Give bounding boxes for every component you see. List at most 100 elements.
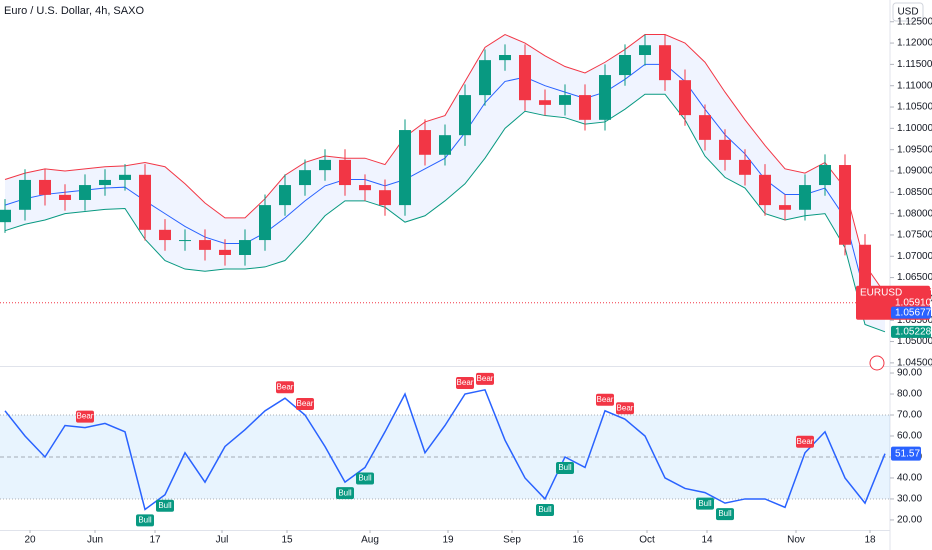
candle-body	[779, 205, 791, 210]
candle-body	[399, 130, 411, 206]
y-tick-label: 1.07500	[897, 230, 932, 241]
alert-icon[interactable]	[869, 355, 885, 371]
candle-body	[379, 190, 391, 206]
currency-label[interactable]: USD	[897, 7, 918, 18]
candle-body	[39, 179, 51, 195]
x-tick-label: 15	[281, 535, 293, 546]
candle-body	[139, 174, 151, 230]
currency-button[interactable]	[892, 2, 924, 22]
candle-body	[459, 95, 471, 136]
x-tick-label: Jul	[216, 535, 229, 546]
candle-body	[299, 170, 311, 186]
signal-label: Bull	[698, 499, 712, 508]
signal-label: Bear	[457, 378, 474, 387]
x-tick-label: Aug	[361, 535, 379, 546]
signal-label: Bull	[358, 474, 372, 483]
y-tick-label: 1.05000	[897, 336, 932, 347]
candle-body	[159, 229, 171, 241]
candle-body	[279, 185, 291, 206]
x-tick-label: Nov	[787, 535, 805, 546]
y-tick-label: 1.11000	[897, 80, 932, 91]
signal-label: Bull	[718, 509, 732, 518]
signal-box	[156, 499, 174, 512]
candle-body	[199, 240, 211, 250]
candle-body	[99, 179, 111, 186]
y-tick-label: 1.06500	[897, 272, 932, 283]
signal-label: Bull	[558, 463, 572, 472]
signal-box	[296, 398, 314, 411]
x-tick-label: 14	[701, 535, 713, 546]
signal-box	[616, 402, 634, 415]
candle-body	[79, 185, 91, 200]
candle-body	[259, 205, 271, 241]
y-tick-label: 20.00	[897, 515, 922, 526]
basis-label-box	[891, 306, 931, 319]
y-tick-label: 1.11500	[897, 59, 932, 70]
y-tick-label: 1.12000	[897, 38, 932, 49]
y-tick-label: 90.00	[897, 368, 922, 379]
y-tick-label: 60.00	[897, 431, 922, 442]
x-tick-label: 17	[149, 535, 161, 546]
candle-body	[539, 100, 551, 105]
candle-body	[839, 165, 851, 245]
chart-title: Euro / U.S. Dollar, 4h, SAXO	[4, 5, 144, 17]
candle-body	[0, 209, 11, 223]
candle-body	[699, 115, 711, 140]
x-tick-label: 18	[864, 535, 876, 546]
y-tick-label: 1.12500	[897, 16, 932, 27]
y-tick-label: 1.05500	[897, 315, 932, 326]
symbol-label: EURUSD	[860, 287, 902, 298]
y-tick-label: 1.09000	[897, 166, 932, 177]
signal-box	[76, 410, 94, 423]
candle-body	[559, 95, 571, 105]
signal-box	[716, 508, 734, 521]
y-tick-label: 1.10000	[897, 123, 932, 134]
y-tick-label: 1.04500	[897, 358, 932, 369]
lower-band-label-box	[891, 325, 931, 338]
signal-label: Bull	[158, 501, 172, 510]
signal-label: Bear	[477, 374, 494, 383]
candle-body	[419, 130, 431, 155]
rsi-value-label: 51.57	[895, 448, 920, 459]
signal-box	[456, 377, 474, 390]
signal-box	[276, 381, 294, 394]
lower-band-label: 1.05228	[895, 326, 932, 337]
candle-body	[519, 55, 531, 101]
candle-body	[759, 174, 771, 206]
x-tick-label: Jun	[87, 535, 103, 546]
x-tick-label: 19	[442, 535, 454, 546]
candle-body	[319, 159, 331, 171]
rsi-value-box	[891, 446, 921, 461]
signal-box	[356, 472, 374, 485]
signal-label: Bear	[297, 399, 314, 408]
signal-box	[476, 372, 494, 385]
candle-body	[219, 249, 231, 255]
y-tick-label: 1.09500	[897, 144, 932, 155]
x-tick-label: 16	[572, 535, 584, 546]
signal-box	[336, 487, 354, 500]
candle-body	[819, 165, 831, 186]
candle-body	[719, 139, 731, 160]
signal-box	[696, 497, 714, 510]
candle-body	[439, 135, 451, 155]
signal-label: Bull	[338, 488, 352, 497]
signal-label: Bull	[538, 505, 552, 514]
x-tick-label: Oct	[639, 535, 655, 546]
candle-body	[799, 185, 811, 210]
candle-body	[179, 240, 191, 242]
signal-label: Bear	[277, 382, 294, 391]
candle-body	[499, 55, 511, 61]
candle-body	[659, 45, 671, 81]
signal-label: Bear	[797, 437, 814, 446]
last-price-label: 1.05910	[895, 297, 932, 308]
signal-label: Bear	[617, 403, 634, 412]
y-tick-label: 30.00	[897, 494, 922, 505]
signal-box	[536, 503, 554, 516]
signal-label: Bear	[77, 412, 94, 421]
rsi-line	[4, 388, 886, 511]
candle-body	[19, 179, 31, 210]
band-line	[4, 33, 886, 294]
candle-body	[679, 80, 691, 116]
